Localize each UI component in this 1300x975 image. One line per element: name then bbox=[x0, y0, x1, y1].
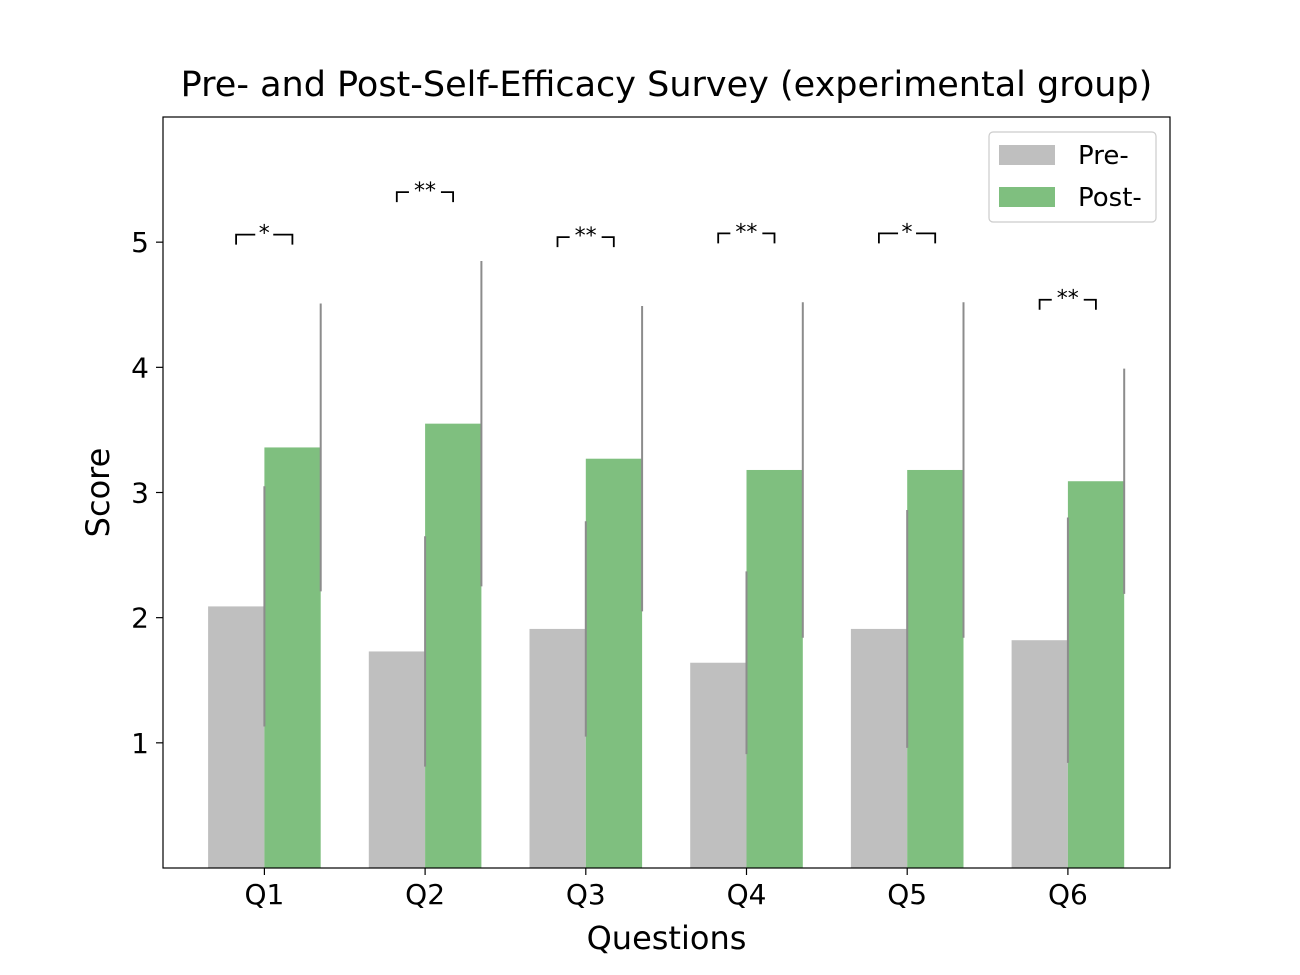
chart-title: Pre- and Post-Self-Efficacy Survey (expe… bbox=[181, 65, 1153, 105]
legend-swatch-post bbox=[999, 187, 1055, 207]
x-axis-title: Questions bbox=[587, 919, 747, 957]
x-tick-label-q3: Q3 bbox=[566, 878, 606, 911]
bar-pre-q6 bbox=[1011, 640, 1068, 868]
bracket-line bbox=[556, 236, 615, 248]
x-tick-label-q6: Q6 bbox=[1048, 878, 1088, 911]
significance-label: ** bbox=[575, 224, 597, 249]
bar-pre-q5 bbox=[850, 628, 908, 868]
y-axis: 1 2 3 4 5 bbox=[131, 226, 163, 760]
significance-bracket-q5: * bbox=[878, 220, 937, 245]
y-tick-label: 2 bbox=[131, 602, 149, 635]
bracket-line bbox=[878, 232, 937, 244]
bars-layer bbox=[208, 423, 1125, 868]
y-tick-label: 5 bbox=[131, 226, 149, 259]
significance-layer: ***** ** *** bbox=[235, 179, 1097, 312]
legend-label-pre: Pre- bbox=[1078, 141, 1129, 171]
y-axis-title: Score bbox=[79, 448, 117, 538]
bar-pre-q3 bbox=[529, 628, 586, 868]
significance-bracket-q2: ** bbox=[395, 179, 454, 204]
significance-bracket-q4: ** bbox=[717, 220, 776, 245]
bar-post-q5 bbox=[907, 469, 964, 868]
bar-pre-q4 bbox=[690, 662, 747, 868]
significance-label: ** bbox=[1057, 287, 1079, 312]
significance-bracket-q3: ** bbox=[556, 224, 615, 249]
x-axis: Q1 Q2 Q3 Q4 Q5 Q6 bbox=[244, 868, 1088, 911]
bracket-line bbox=[235, 233, 294, 245]
y-tick-label: 4 bbox=[131, 351, 149, 384]
significance-bracket-q1: * bbox=[235, 222, 294, 247]
significance-label: ** bbox=[735, 220, 757, 245]
significance-label: ** bbox=[414, 179, 436, 204]
bar-post-q6 bbox=[1067, 481, 1125, 868]
x-tick-label-q1: Q1 bbox=[244, 878, 284, 911]
y-tick-label: 1 bbox=[131, 727, 149, 760]
bar-post-q1 bbox=[264, 447, 321, 868]
bar-post-q4 bbox=[746, 469, 803, 868]
legend-label-post: Post- bbox=[1078, 183, 1142, 213]
significance-label: * bbox=[902, 220, 913, 245]
significance-bracket-q6: ** bbox=[1038, 287, 1097, 312]
error-bars-layer bbox=[263, 260, 1126, 767]
bar-post-q3 bbox=[585, 458, 643, 868]
bracket-line bbox=[1038, 298, 1097, 310]
bracket-line bbox=[395, 191, 454, 203]
x-tick-label-q5: Q5 bbox=[887, 878, 927, 911]
bar-pre-q1 bbox=[208, 606, 265, 868]
x-tick-label-q2: Q2 bbox=[405, 878, 445, 911]
legend-swatch-pre bbox=[999, 145, 1055, 165]
bracket-line bbox=[717, 232, 776, 244]
bar-post-q2 bbox=[425, 423, 482, 868]
y-tick-label: 3 bbox=[131, 477, 149, 510]
bar-pre-q2 bbox=[368, 651, 426, 868]
legend: Pre- Post- bbox=[988, 131, 1157, 223]
x-tick-label-q4: Q4 bbox=[727, 878, 767, 911]
significance-label: * bbox=[259, 222, 270, 247]
